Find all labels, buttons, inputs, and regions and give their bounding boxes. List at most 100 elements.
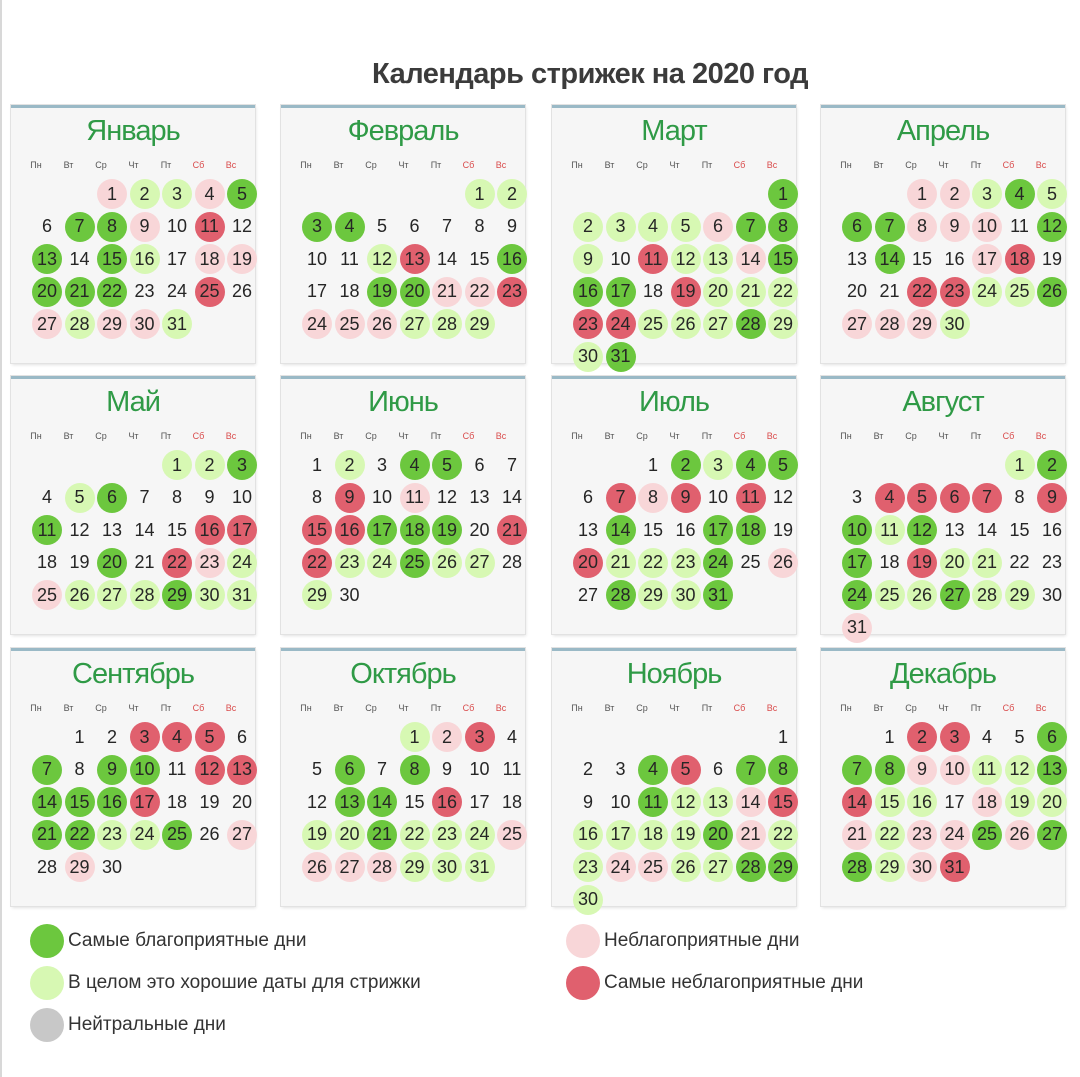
- day-cell-best: 8: [97, 211, 127, 242]
- day-cell-best: 20: [399, 276, 430, 307]
- weekday-label: Сб: [462, 431, 475, 441]
- day-cell-good: 18: [638, 819, 668, 850]
- weekday-label: Вт: [604, 160, 615, 170]
- day-cell-bad: 18: [194, 244, 225, 274]
- day-cell-bad: 8: [638, 482, 668, 513]
- day-cell-best: 16: [573, 276, 603, 307]
- day-cell-best: 3: [227, 450, 257, 480]
- day-cell-best: 20: [703, 819, 733, 850]
- day-cell-good: 20: [1037, 787, 1067, 817]
- day-cell-neutral: 22: [1009, 552, 1030, 572]
- day-cell-good: 5: [64, 482, 95, 513]
- weekday-label: Чт: [669, 703, 680, 713]
- day-cell-bad: 26: [302, 852, 332, 882]
- day-cell-best: 5: [768, 450, 798, 480]
- day-cell-neutral: 2: [582, 759, 593, 779]
- month-name: Декабрь: [889, 658, 997, 690]
- day-cell-bad: 2: [432, 722, 462, 752]
- weekday-label: Вс: [766, 703, 778, 713]
- month-panel: Март Пн Вт Ср Чт Пт Сб Вс 1 2 3 4 5 6 7 8 9 10 11 12 13 14 15 1…: [552, 105, 798, 372]
- day-cell-good: 21: [972, 547, 1002, 578]
- day-cell-neutral: 30: [101, 856, 123, 877]
- day-cell-worst: 31: [939, 852, 970, 882]
- day-cell-good: 29: [874, 852, 905, 882]
- day-cell-best: 24: [703, 547, 733, 578]
- month-name: Март: [641, 115, 707, 147]
- month-panel: Сентябрь Пн Вт Ср Чт Пт Сб Вс 1 2 3 4 5 6 7 8 9 10 11 12 13 1…: [11, 648, 257, 906]
- day-cell-bad: 27: [32, 309, 62, 339]
- weekday-label: Ср: [95, 160, 107, 170]
- day-cell-bad: 19: [227, 244, 257, 274]
- weekday-label: Сб: [192, 431, 205, 441]
- day-cell-neutral: 5: [1014, 726, 1025, 747]
- day-cell-neutral: 10: [469, 759, 490, 779]
- day-cell-good: 25: [638, 309, 668, 339]
- day-cell-good: 12: [367, 244, 397, 274]
- day-cell-neutral: 6: [41, 216, 52, 236]
- day-cell-good: 24: [367, 547, 397, 578]
- day-cell-neutral: 11: [1010, 216, 1029, 236]
- weekday-label: Пт: [430, 160, 442, 170]
- day-cell-worst: 11: [194, 211, 225, 242]
- weekday-label: Ср: [365, 703, 377, 713]
- day-cell-good: 19: [670, 819, 701, 850]
- day-cell-bad: 26: [367, 309, 397, 339]
- weekday-label: Пн: [30, 703, 42, 713]
- day-cell-best: 6: [842, 211, 872, 242]
- weekday-label: Вт: [333, 160, 344, 170]
- day-cell-neutral: 15: [1009, 519, 1030, 540]
- day-cell-best: 7: [64, 211, 95, 242]
- month-name: Февраль: [347, 115, 460, 147]
- page-edge-line: [0, 0, 2, 1077]
- day-cell-worst: 22: [907, 276, 937, 307]
- day-cell-neutral: 19: [1041, 248, 1063, 269]
- day-cell-good: 1: [399, 722, 430, 752]
- day-cell-best: 27: [1037, 819, 1067, 850]
- month-panel: Ноябрь Пн Вт Ср Чт Пт Сб Вс 1 2 3 4 5 6 7 8 9 10 11 12 13 14 1…: [552, 648, 798, 915]
- day-cell-good: 16: [573, 819, 603, 850]
- day-cell-neutral: 24: [166, 281, 188, 301]
- legend-label: Нейтральные дни: [68, 1014, 226, 1035]
- weekday-label: Пт: [970, 703, 982, 713]
- day-cell-good: 20: [939, 547, 970, 578]
- day-cell-neutral: 18: [501, 791, 523, 812]
- day-cell-neutral: 13: [577, 519, 599, 540]
- day-cell-neutral: 1: [777, 726, 788, 747]
- day-cell-worst: 22: [162, 547, 192, 578]
- day-cell-neutral: 15: [404, 791, 425, 812]
- day-cell-best: 20: [32, 276, 62, 307]
- day-cell-neutral: 8: [1014, 487, 1025, 507]
- day-cell-good: 29: [1004, 580, 1035, 610]
- legend-label: Самые благоприятные дни: [68, 930, 307, 951]
- day-cell-best: 21: [367, 819, 397, 850]
- day-cell-best: 24: [842, 580, 872, 610]
- month-panel: Июнь Пн Вт Ср Чт Пт Сб Вс 1 2 3 4 5 6 7 8 9 10 11 12 13 14 15 1…: [281, 376, 527, 634]
- day-cell-bad: 26: [1004, 819, 1035, 850]
- day-cell-neutral: 9: [582, 791, 593, 812]
- day-cell-neutral: 6: [474, 454, 485, 475]
- day-cell-bad: 25: [32, 580, 62, 610]
- day-cell-good: 23: [573, 852, 603, 882]
- day-cell-best: 28: [842, 852, 872, 882]
- day-cell-neutral: 5: [376, 216, 387, 236]
- weekday-label: Чт: [128, 160, 139, 170]
- day-cell-neutral: 25: [740, 552, 761, 572]
- day-cell-neutral: 30: [339, 584, 360, 605]
- weekday-label: Чт: [398, 431, 409, 441]
- day-cell-best: 28: [605, 580, 636, 610]
- day-cell-neutral: 11: [502, 759, 522, 779]
- day-cell-good: 19: [302, 819, 332, 850]
- day-cell-neutral: 10: [166, 216, 188, 236]
- day-cell-bad: 25: [334, 309, 365, 339]
- weekday-label: Пт: [701, 160, 713, 170]
- day-cell-bad: 28: [874, 309, 905, 339]
- day-cell-good: 16: [129, 244, 160, 274]
- day-cell-neutral: 26: [231, 281, 253, 301]
- weekday-label: Чт: [938, 431, 949, 441]
- day-cell-good: 27: [464, 547, 495, 578]
- weekday-label: Вт: [604, 703, 615, 713]
- day-cell-bad: 29: [64, 852, 95, 882]
- day-cell-good: 3: [703, 450, 733, 480]
- day-cell-neutral: 14: [436, 248, 458, 269]
- day-cell-best: 31: [703, 580, 733, 610]
